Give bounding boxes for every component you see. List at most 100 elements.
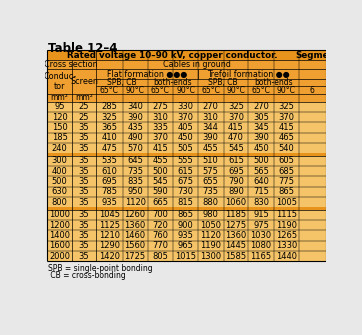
Text: 915: 915	[253, 210, 269, 219]
Bar	[47, 220, 326, 230]
Text: 655: 655	[203, 177, 219, 186]
Text: 630: 630	[52, 187, 68, 196]
Text: 1275: 1275	[225, 220, 247, 229]
Text: 1210: 1210	[99, 231, 120, 240]
Text: 390: 390	[253, 133, 269, 142]
Text: 535: 535	[101, 156, 117, 165]
Text: 35: 35	[79, 156, 89, 165]
Text: 890: 890	[228, 187, 244, 196]
Text: 1420: 1420	[99, 252, 120, 261]
Bar	[47, 122, 326, 133]
Text: 370: 370	[152, 133, 168, 142]
Text: 185: 185	[52, 133, 68, 142]
Text: Screen: Screen	[70, 77, 98, 86]
Text: 310: 310	[203, 113, 219, 122]
Text: 815: 815	[178, 198, 193, 207]
Text: 35: 35	[79, 177, 89, 186]
Text: 330: 330	[177, 103, 194, 112]
Bar	[47, 69, 326, 79]
Text: 760: 760	[152, 231, 168, 240]
Text: 1200: 1200	[49, 220, 70, 229]
Text: 685: 685	[278, 167, 294, 176]
Bar	[47, 210, 326, 220]
Text: 605: 605	[278, 156, 294, 165]
Bar	[47, 94, 326, 102]
Text: 700: 700	[152, 210, 168, 219]
Text: 1445: 1445	[226, 241, 247, 250]
Text: 785: 785	[101, 187, 117, 196]
Text: 1290: 1290	[99, 241, 120, 250]
Text: 325: 325	[228, 103, 244, 112]
Text: 720: 720	[152, 220, 168, 229]
Text: 1115: 1115	[276, 210, 297, 219]
Text: both-ends: both-ends	[153, 78, 192, 87]
Text: 35: 35	[79, 231, 89, 240]
Text: 475: 475	[101, 144, 117, 153]
Text: 415: 415	[152, 144, 168, 153]
Text: 805: 805	[152, 252, 168, 261]
Bar	[47, 60, 326, 69]
Text: 35: 35	[79, 133, 89, 142]
Text: 1725: 1725	[125, 252, 146, 261]
Text: 90°C: 90°C	[277, 86, 296, 95]
Text: 665: 665	[152, 198, 168, 207]
Text: 1125: 1125	[99, 220, 120, 229]
Text: 1440: 1440	[276, 252, 297, 261]
Text: Cross section: Cross section	[45, 60, 98, 69]
Text: 240: 240	[52, 144, 67, 153]
Text: 1050: 1050	[200, 220, 221, 229]
Text: 35: 35	[79, 198, 89, 207]
Text: 510: 510	[203, 156, 219, 165]
Text: 340: 340	[127, 103, 143, 112]
Text: 1360: 1360	[225, 231, 247, 240]
Text: 950: 950	[127, 187, 143, 196]
Text: 1360: 1360	[125, 220, 146, 229]
Text: 65°C: 65°C	[252, 86, 270, 95]
Text: 275: 275	[152, 103, 168, 112]
Text: 715: 715	[253, 187, 269, 196]
Text: 1000: 1000	[49, 210, 70, 219]
Text: 405: 405	[178, 123, 193, 132]
Text: 695: 695	[101, 177, 117, 186]
Text: 325: 325	[278, 103, 294, 112]
Text: 345: 345	[253, 123, 269, 132]
Text: 370: 370	[177, 113, 194, 122]
Text: 35: 35	[79, 241, 89, 250]
Text: 35: 35	[79, 187, 89, 196]
Text: 270: 270	[203, 103, 219, 112]
Text: 770: 770	[152, 241, 168, 250]
Text: 935: 935	[101, 198, 117, 207]
Text: Segme: Segme	[295, 51, 329, 60]
Text: 25: 25	[79, 103, 89, 112]
Text: 415: 415	[228, 123, 244, 132]
Text: 455: 455	[203, 144, 219, 153]
Text: 575: 575	[203, 167, 219, 176]
Text: 1185: 1185	[225, 210, 247, 219]
Text: 25: 25	[79, 113, 89, 122]
Bar	[47, 112, 326, 122]
Text: 65°C: 65°C	[201, 86, 220, 95]
Text: 285: 285	[101, 103, 117, 112]
Text: 505: 505	[178, 144, 193, 153]
Text: Table 12–4: Table 12–4	[47, 42, 117, 55]
Text: 500: 500	[253, 156, 269, 165]
Text: 410: 410	[101, 133, 117, 142]
Text: SPB, CB: SPB, CB	[107, 78, 136, 87]
Text: 90°C: 90°C	[176, 86, 195, 95]
Text: 1600: 1600	[49, 241, 70, 250]
Text: 390: 390	[203, 133, 219, 142]
Text: 880: 880	[203, 198, 219, 207]
Text: 545: 545	[228, 144, 244, 153]
Text: 1045: 1045	[99, 210, 120, 219]
Text: mm²: mm²	[51, 93, 68, 103]
Text: Trefoil formation ●●: Trefoil formation ●●	[207, 70, 290, 79]
Text: 1300: 1300	[200, 252, 221, 261]
Bar	[47, 143, 326, 153]
Text: 800: 800	[52, 198, 68, 207]
Text: 1560: 1560	[125, 241, 146, 250]
Text: 695: 695	[228, 167, 244, 176]
Text: 1460: 1460	[125, 231, 146, 240]
Text: 555: 555	[178, 156, 193, 165]
Text: 415: 415	[278, 123, 294, 132]
Text: 365: 365	[101, 123, 117, 132]
